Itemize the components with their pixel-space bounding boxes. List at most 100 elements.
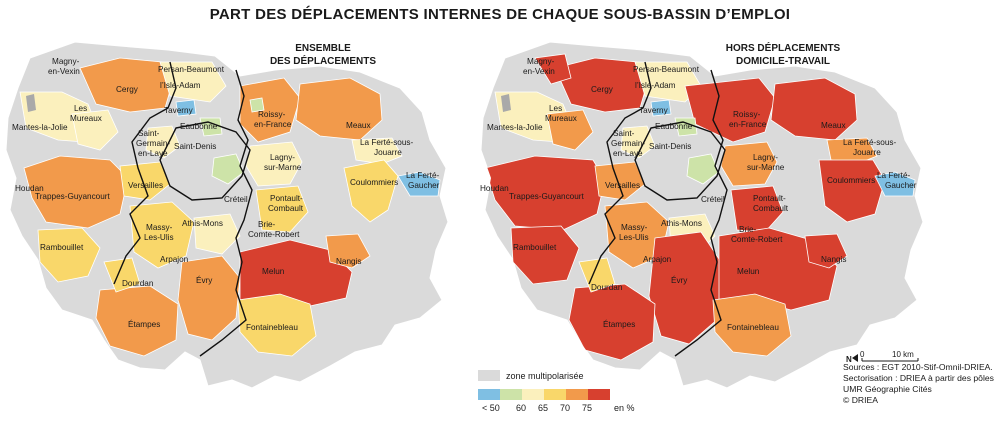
- map-right-subtitle-line1: HORS DÉPLACEMENTS: [725, 43, 841, 54]
- dept-boundary-west-right: [588, 61, 652, 285]
- zone-pontault-r: [730, 185, 784, 233]
- label-nangis: Nangis: [336, 257, 362, 266]
- label-eaubonne: Eaubonne: [180, 122, 218, 131]
- label-creteil: Créteil: [224, 195, 248, 204]
- label-les-r: Les: [549, 104, 562, 113]
- zone-nangis: [325, 233, 371, 269]
- label-lagny2-r: sur-Marne: [747, 163, 785, 172]
- label-houdan: Houdan: [15, 184, 44, 193]
- map-left-subtitle-line2: DES DÉPLACEMENTS: [269, 56, 377, 67]
- label-athis: Athis-Mons: [182, 219, 223, 228]
- zone-cergy: [79, 57, 173, 113]
- zone-taverny-r: [650, 99, 672, 117]
- map-right-subtitle: HORS DÉPLACEMENTS DOMICILE-TRAVAIL: [723, 42, 843, 68]
- label-taverny: Taverny: [164, 106, 194, 115]
- label-roissy2: en-France: [254, 120, 292, 129]
- label-persan: Persan-Beaumont: [158, 65, 225, 74]
- legend-unit: en %: [614, 403, 635, 413]
- label-melun: Melun: [262, 267, 285, 276]
- label-stgermain3-r: en-Laye: [613, 149, 643, 158]
- label-gaucher1: La Ferté-: [406, 171, 439, 180]
- labels-right: Magny- en-Vexin Persan-Beaumont l’Isle-A…: [480, 57, 917, 332]
- source-line-4: © DRIEA: [843, 395, 878, 405]
- water-body-r: [501, 94, 511, 112]
- label-stgermain2: Germain-: [136, 139, 170, 148]
- legend-swatch-70-75: [566, 389, 588, 400]
- legend-break-60: 60: [516, 403, 526, 413]
- zone-coulommiers: [343, 159, 399, 223]
- label-athis-r: Athis-Mons: [661, 219, 702, 228]
- legend-swatch-60-65: [522, 389, 544, 400]
- label-vexin-r: en-Vexin: [523, 67, 555, 76]
- zone-coulommiers-r: [818, 159, 886, 223]
- zone-rambouillet: [37, 227, 101, 283]
- source-line-3: UMR Géographie Cités: [843, 384, 932, 394]
- label-roissy1-r: Roissy-: [733, 110, 761, 119]
- label-creteil-r: Créteil: [701, 195, 725, 204]
- zone-dourdan-r: [578, 257, 616, 293]
- label-stdenis: Saint-Denis: [174, 142, 216, 151]
- water-body: [26, 94, 36, 112]
- label-massy1: Massy-: [146, 223, 173, 232]
- label-nangis-r: Nangis: [821, 255, 847, 264]
- label-meaux-r: Meaux: [821, 121, 846, 130]
- map-right-subtitle-line2: DOMICILE-TRAVAIL: [735, 56, 831, 67]
- label-magny: Magny-: [52, 57, 80, 66]
- label-fontainebleau-r: Fontainebleau: [727, 323, 779, 332]
- petite-couronne-right: [634, 121, 726, 201]
- source-line-1: Sources : EGT 2010-Stif-Omnil-DRIEA.: [843, 362, 993, 372]
- label-taverny-r: Taverny: [639, 106, 669, 115]
- zone-meaux: [295, 77, 383, 141]
- dept-boundary-east-right: [674, 69, 728, 357]
- zone-magny-r: [534, 53, 572, 85]
- zone-creteil: [211, 153, 245, 185]
- label-houdan-r: Houdan: [480, 184, 509, 193]
- label-cergy: Cergy: [116, 85, 139, 94]
- zone-lagny-r: [720, 141, 778, 187]
- label-trappes-r: Trappes-Guyancourt: [509, 192, 585, 201]
- label-eaubonne-r: Eaubonne: [655, 122, 693, 131]
- label-brie2: Comte-Robert: [248, 230, 300, 239]
- north-arrow-icon: N: [846, 355, 852, 364]
- label-dourdan: Dourdan: [122, 279, 154, 288]
- label-trappes: Trappes-Guyancourt: [35, 192, 111, 201]
- map-right: [480, 41, 924, 389]
- label-massy1-r: Massy-: [621, 223, 648, 232]
- map-left: [5, 41, 449, 389]
- zone-creteil-r: [686, 153, 720, 185]
- zone-ferte-gaucher-r: [874, 171, 916, 197]
- label-stgermain2-r: Germain-: [611, 139, 645, 148]
- label-isle-r: l’Isle-Adam: [635, 81, 676, 90]
- label-mureaux: Mureaux: [70, 114, 102, 123]
- label-pontault1: Pontault-: [270, 194, 303, 203]
- zone-trappes-r: [484, 155, 606, 231]
- source-line-2: Sectorisation : DRIEA à partir des pôles: [843, 373, 994, 383]
- label-roissy2-r: en-France: [729, 120, 767, 129]
- zone-evry: [177, 255, 241, 341]
- label-etampes: Étampes: [128, 319, 160, 329]
- legend-swatch-50-60: [500, 389, 522, 400]
- scale-label: 10 km: [892, 350, 914, 359]
- label-pontault2-r: Combault: [753, 204, 789, 213]
- label-versailles-r: Versailles: [605, 181, 640, 190]
- zone-meaux-r: [770, 77, 858, 141]
- zone-trappes: [23, 155, 129, 229]
- label-evry: Évry: [196, 275, 213, 285]
- label-coulommiers-r: Coulommiers: [827, 176, 875, 185]
- label-rambouillet-r: Rambouillet: [513, 243, 557, 252]
- zone-taverny: [175, 99, 197, 117]
- figure-title: PART DES DÉPLACEMENTS INTERNES DE CHAQUE…: [209, 6, 791, 23]
- north-arrow-shape-icon: [852, 354, 858, 362]
- zone-versailles: [119, 161, 171, 201]
- zone-etampes: [95, 285, 179, 357]
- label-versailles: Versailles: [128, 181, 163, 190]
- label-brie1-r: Brie-: [739, 225, 757, 234]
- label-coulommiers: Coulommiers: [350, 178, 398, 187]
- zone-versailles-r: [594, 161, 646, 201]
- petite-couronne-left: [159, 121, 251, 201]
- legend-swatch-multipolar: [478, 370, 500, 381]
- zone-massy: [129, 201, 195, 269]
- zone-persan: [159, 61, 227, 103]
